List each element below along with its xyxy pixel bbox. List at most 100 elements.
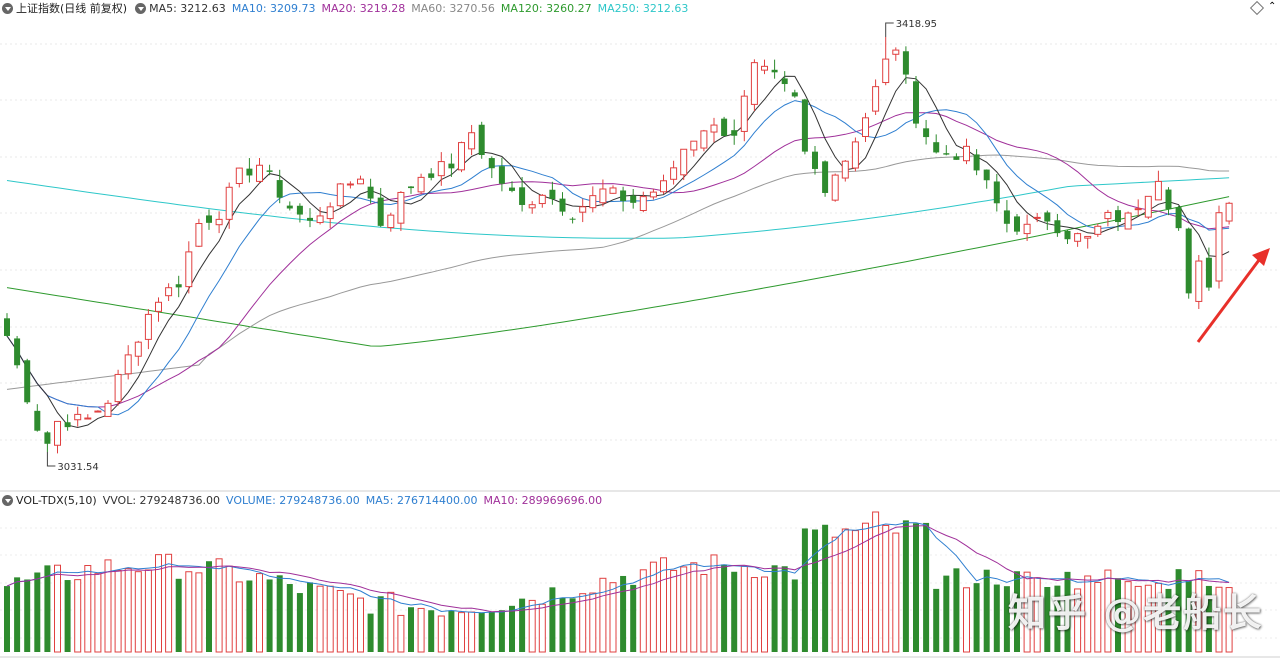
candle-body-24 [246,168,253,176]
candle-body-117 [1185,228,1192,294]
candle-body-36 [367,186,374,199]
volume-bar-0 [4,586,10,652]
candle-body-4 [44,432,51,444]
candle-body-121 [1225,202,1233,222]
volume-bar-53 [538,603,546,653]
ma-indicator-5: MA250: 3212.63 [597,1,689,15]
candle-body-109 [1104,211,1112,220]
volume-bar-93 [943,575,950,652]
volume-bar-8 [84,565,92,653]
volume-bar-115 [1165,588,1172,652]
low-price-label: 3031.54 [57,462,98,473]
panel-menu-icon[interactable] [2,2,13,14]
candle-body-30 [307,217,313,221]
volume-bar-111 [1124,581,1132,653]
candle-body-70 [710,124,718,133]
candle-body-108 [1094,225,1102,235]
candle-body-93 [943,153,950,155]
candle-body-114 [1154,180,1162,201]
candle-body-54 [549,189,556,200]
volume-indicator-list: VVOL: 279248736.00 VOLUME: 279248736.00 MA… [103,494,608,507]
ma10-line [6,100,1230,416]
candle-body-13 [134,341,142,357]
volume-bar-97 [983,569,990,652]
candle-body-98 [993,181,1000,204]
ma-indicator-0: MA5: 3212.63 [149,1,226,15]
volume-bar-30 [307,582,313,652]
candle-body-28 [286,205,293,209]
candle-body-49 [498,166,505,184]
candle-body-23 [235,167,243,184]
volume-bar-33 [336,589,344,653]
volume-bar-106 [1074,588,1082,653]
candle-body-84 [851,141,859,169]
candle-body-27 [276,180,283,198]
candle-body-64 [649,191,657,198]
volume-bar-38 [387,591,395,653]
volume-bar-105 [1064,571,1071,652]
volume-bar-116 [1175,569,1182,652]
candle-body-33 [336,183,344,207]
candle-body-118 [1195,260,1203,302]
volume-bar-19 [195,572,203,653]
vol-indicator-3: MA10: 289969696.00 [483,493,603,507]
volume-bar-50 [509,605,515,652]
candle-body-19 [195,223,203,247]
volume-bar-26 [266,579,273,652]
vol-indicator-0: VVOL: 279248736.00 [102,493,221,507]
volume-bar-44 [448,610,455,652]
indicator-menu-icon[interactable] [135,2,147,14]
volume-bar-83 [841,528,849,653]
volume-bar-37 [377,596,384,652]
volume-bar-58 [589,592,597,653]
volume-bar-60 [609,582,617,653]
ma250-line [6,177,1230,239]
volume-panel-header: VOL-TDX(5,10) VVOL: 279248736.00 VOLUME: … [0,492,608,508]
candle-body-57 [579,206,587,213]
candle-body-76 [771,69,778,73]
candle-body-113 [1144,195,1152,218]
volume-bar-4 [44,565,51,652]
volume-bar-22 [225,565,233,653]
volume-bar-67 [680,566,688,653]
volume-menu-icon[interactable] [2,494,13,506]
candle-body-71 [721,118,728,137]
candle-body-104 [1054,220,1061,234]
volume-bar-9 [94,573,102,653]
volume-bar-84 [851,530,859,653]
candle-body-26 [266,170,273,172]
candle-body-51 [519,187,526,205]
expand-icon[interactable]: ⌃ [1268,1,1277,12]
volume-bar-55 [559,597,566,652]
candle-body-7 [74,413,82,421]
volume-bar-69 [700,573,708,653]
volume-bar-6 [64,580,71,652]
candle-body-29 [296,205,303,215]
volume-bar-64 [649,561,657,653]
volume-ma10-line [6,525,1230,613]
candle-body-10 [104,402,112,417]
candle-body-107 [1084,235,1092,239]
volume-bar-18 [185,571,193,653]
volume-bar-110 [1115,578,1121,652]
candle-body-9 [94,410,102,413]
candle-body-31 [316,215,324,224]
volume-bar-48 [488,612,495,652]
candle-body-35 [357,178,364,185]
trend-arrow-head [1252,248,1270,266]
volume-bar-86 [872,511,880,653]
candle-body-32 [326,206,334,220]
candle-body-50 [509,187,515,191]
volume-bar-107 [1084,575,1092,653]
volume-bar-94 [953,568,960,652]
high-price-label: 3418.95 [896,19,937,30]
volume-bar-52 [528,599,536,653]
volume-bar-80 [812,529,818,652]
candle-body-43 [437,161,445,177]
volume-bar-108 [1094,581,1102,653]
ma60-line [6,154,1230,390]
candle-body-82 [831,174,839,201]
candle-body-85 [862,117,869,137]
candle-body-81 [822,161,829,193]
